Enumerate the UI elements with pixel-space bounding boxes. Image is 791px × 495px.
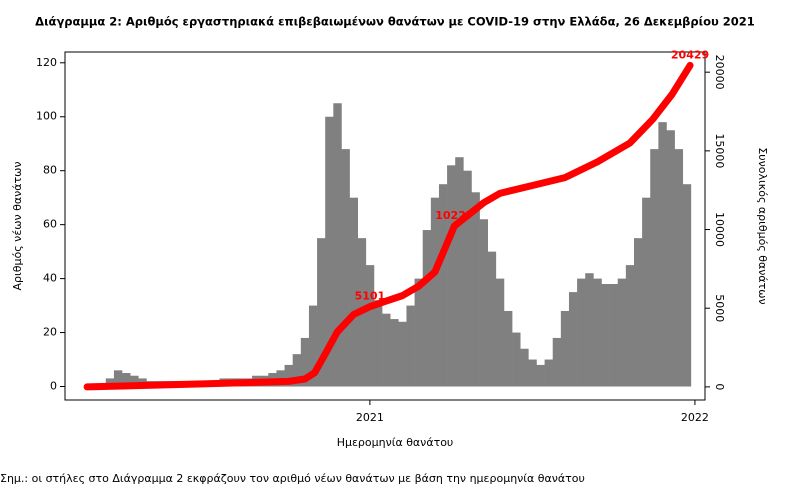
bar [447,165,456,387]
bar [349,197,358,387]
bar [300,337,310,387]
bar [430,197,440,387]
bar [560,310,570,387]
bar [471,192,480,387]
bar [585,273,594,387]
y2-tick-label: 5000 [713,294,726,322]
bar [536,364,545,387]
bar [642,197,651,387]
bar [601,284,610,387]
bar [365,265,375,387]
bar [455,157,464,387]
bar [568,292,578,387]
y-tick-label: 100 [36,110,57,123]
bar [479,219,489,387]
bar [422,230,432,387]
bar [528,359,537,387]
bar [463,170,472,387]
bar [625,265,635,387]
bar [609,284,619,387]
bar [682,184,692,387]
bar [552,337,562,387]
bar [503,310,513,387]
bar [544,359,554,387]
bar [512,332,521,387]
x-axis-title: Ημερομηνία θανάτου [337,436,454,449]
bar [650,149,659,387]
annotation: 20429 [671,48,709,61]
y-tick-label: 40 [43,272,57,285]
bar [666,130,675,387]
bar [390,319,399,387]
y-tick-label: 0 [50,380,57,393]
chart-title: Διάγραμμα 2: Αριθμός εργαστηριακά επιβεβ… [35,15,755,29]
bar [373,300,383,387]
bar [406,305,415,387]
bar [593,278,602,387]
bar [308,305,318,387]
plot-frame [64,51,706,401]
cumulative-line [83,61,694,391]
bar [122,373,131,387]
bar [317,238,326,387]
bar [617,278,627,387]
bar [341,149,350,387]
bar [325,116,334,387]
bar [130,375,139,387]
annotation: 10227 [435,209,473,222]
y-axis-title: Αριθμός νέων θανάτων [11,162,24,291]
y-tick-label: 60 [43,218,57,231]
y2-axis-title: Συνολικός αριθμός θανάτων [756,147,769,304]
bar [577,278,586,387]
x-tick-label: 2021 [356,411,384,424]
bar [414,278,424,387]
y2-tick-label: 20000 [713,55,726,90]
bar [113,370,123,387]
bar [105,378,115,387]
y2-tick-label: 0 [713,383,726,390]
bar [487,251,497,387]
bar [495,278,505,387]
bar [292,354,302,387]
footnote: Σημ.: οι στήλες στο Διάγραμμα 2 εκφράζου… [0,472,585,485]
y-tick-label: 120 [36,56,57,69]
bar [438,184,448,387]
bar [674,149,684,387]
bar [398,321,407,387]
bar [333,103,342,387]
bar [658,122,667,387]
y2-tick-label: 10000 [713,212,726,247]
y2-tick-label: 15000 [713,133,726,168]
bar [520,348,529,387]
bar [284,364,293,387]
y-tick-label: 20 [43,326,57,339]
bar [382,313,391,387]
bar [633,238,643,387]
y-tick-label: 80 [43,164,57,177]
x-tick-label: 2022 [681,411,709,424]
annotation: 5101 [355,290,386,303]
